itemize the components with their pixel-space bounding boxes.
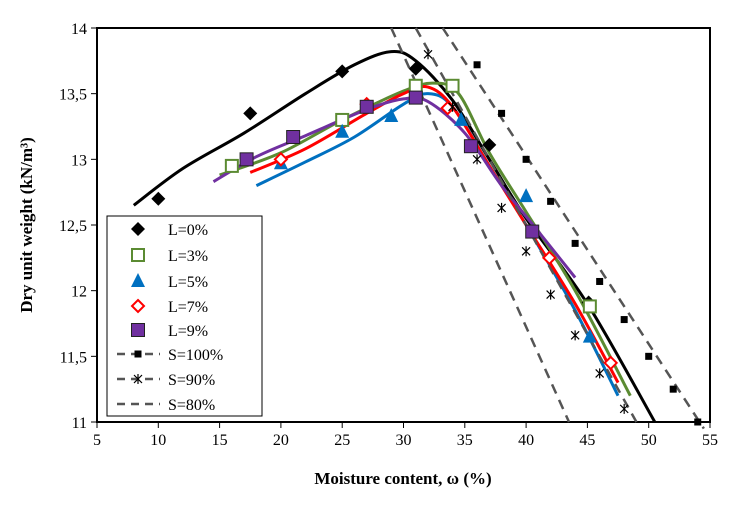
- point-l0: [408, 61, 423, 76]
- point-s90: [472, 154, 482, 165]
- point-s90: [423, 49, 433, 60]
- point-l9: [359, 99, 374, 114]
- point-l3: [224, 158, 239, 173]
- legend-marker-s90: [133, 374, 143, 384]
- y-tick-label: 12: [71, 284, 87, 301]
- x-tick-label: 5: [93, 432, 101, 449]
- x-tick-label: 25: [334, 432, 350, 449]
- point-l0: [151, 191, 166, 206]
- legend: L=0% L=3% L=5% L=7% L=9% S=100% S=90% S=80%: [106, 215, 263, 417]
- y-tick-label: 13: [71, 152, 87, 169]
- x-tick-label: 40: [518, 432, 534, 449]
- x-tick-label: 35: [457, 432, 473, 449]
- point-l5: [519, 188, 534, 203]
- legend-label-l0: L=0%: [168, 222, 208, 239]
- point-s100: [571, 239, 579, 247]
- point-s100: [473, 61, 481, 69]
- y-axis-label: Dry unit weight (kN/m³): [17, 137, 36, 313]
- x-tick-label: 15: [212, 432, 228, 449]
- point-s100: [645, 352, 653, 360]
- point-l5: [335, 123, 350, 138]
- x-tick-label: 10: [150, 432, 166, 449]
- point-s90: [570, 330, 580, 341]
- legend-marker-l0: [131, 222, 145, 236]
- y-tick-label: 14: [71, 21, 87, 38]
- x-axis-label: Moisture content, ω (%): [314, 469, 491, 488]
- saturation-line-s100: [441, 27, 705, 430]
- point-s100: [522, 155, 530, 163]
- y-tick-label: 11,5: [60, 349, 87, 366]
- point-l5: [384, 107, 399, 122]
- legend-label-s100: S=100%: [168, 347, 223, 364]
- point-l7: [273, 151, 289, 167]
- x-tick-label: 20: [273, 432, 289, 449]
- legend-label-l3: L=3%: [168, 248, 208, 265]
- point-l7: [603, 355, 619, 371]
- legend-label-l9: L=9%: [168, 323, 208, 340]
- legend-marker-l3: [131, 248, 145, 262]
- x-tick-label: 55: [702, 432, 718, 449]
- point-l0: [243, 106, 258, 121]
- x-tick-label: 45: [579, 432, 595, 449]
- x-tick-label: 50: [641, 432, 657, 449]
- point-s90: [448, 101, 457, 112]
- point-s90: [546, 289, 556, 300]
- point-l0: [482, 137, 497, 152]
- point-s100: [596, 277, 604, 285]
- legend-marker-s100: [134, 350, 142, 358]
- point-l9: [239, 152, 254, 167]
- point-s100: [620, 316, 628, 324]
- y-tick-label: 13,5: [59, 87, 87, 104]
- point-l3: [408, 78, 423, 93]
- point-s100: [498, 109, 506, 117]
- point-l3: [582, 299, 597, 314]
- point-l9: [525, 224, 540, 239]
- point-l0: [335, 64, 350, 79]
- axis-ticks: 5 10 15 20 25 30 35 40 45 50 55 11 11,5 12 12,5 13 13,5 1…: [59, 21, 718, 449]
- point-s100: [669, 385, 677, 393]
- y-tick-label: 11: [72, 415, 87, 432]
- point-l9: [463, 139, 478, 154]
- point-s90: [521, 246, 531, 257]
- legend-label-l5: L=5%: [168, 274, 208, 291]
- point-s100: [694, 418, 702, 426]
- point-s90: [497, 202, 507, 213]
- point-l3: [445, 78, 460, 93]
- point-s90: [595, 368, 605, 379]
- point-l9: [286, 130, 301, 145]
- legend-marker-l9: [131, 323, 145, 337]
- legend-label-s80: S=80%: [168, 397, 215, 414]
- point-s100: [547, 197, 555, 205]
- point-l5: [454, 111, 469, 126]
- point-s90: [619, 403, 629, 414]
- legend-marker-l5: [131, 273, 145, 287]
- point-l9: [408, 90, 423, 105]
- legend-label-s90: S=90%: [168, 372, 215, 389]
- point-l5: [582, 328, 597, 343]
- y-tick-label: 12,5: [59, 218, 87, 235]
- legend-marker-l7: [130, 298, 146, 314]
- point-l7: [541, 250, 557, 266]
- legend-label-l7: L=7%: [168, 299, 208, 316]
- x-tick-label: 30: [396, 432, 412, 449]
- series-markers: [151, 49, 702, 426]
